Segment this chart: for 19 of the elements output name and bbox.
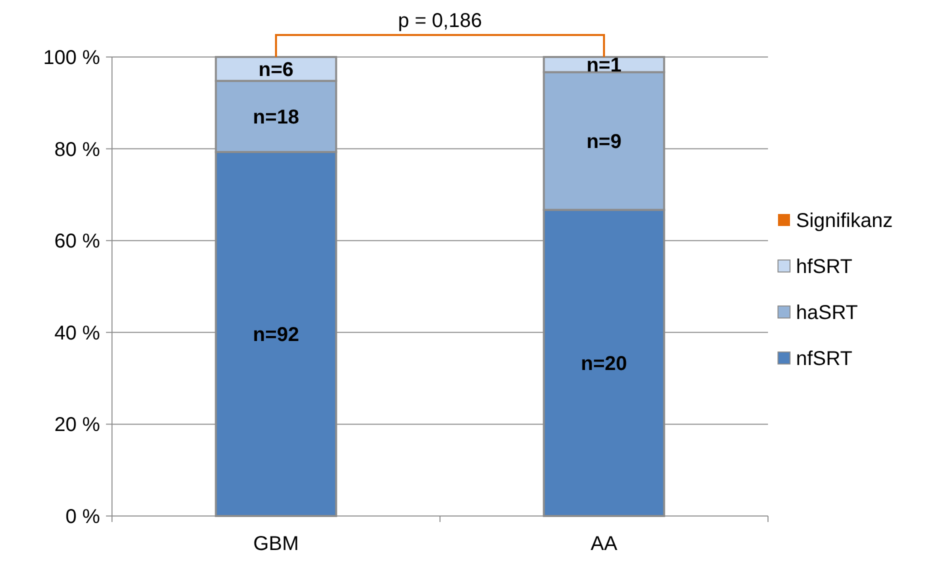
annotation: n=20 — [580, 352, 628, 375]
legend-label: Signifikanz — [796, 210, 893, 232]
y-tick-label: 60 % — [54, 230, 100, 253]
x-tick-label: AA — [590, 533, 618, 555]
legend-label: haSRT — [796, 302, 858, 324]
y-tick-label: 0 % — [66, 506, 100, 528]
y-tick-label: 20 % — [54, 414, 100, 436]
text: p = 0,186 — [398, 10, 482, 32]
annotation: n=6 — [258, 58, 294, 81]
x-tick-label: GBM — [253, 533, 299, 555]
legend-label: nfSRT — [796, 348, 852, 370]
y-tick-label: 80 % — [54, 138, 100, 161]
annotation: n=1 — [586, 54, 622, 77]
y-tick-label: 40 % — [54, 322, 100, 344]
annotation: n=18 — [252, 106, 300, 128]
annotation: n=9 — [586, 130, 622, 153]
y-tick-label: 100 % — [43, 47, 100, 69]
legend-label: hfSRT — [796, 256, 852, 278]
annotation: n=92 — [252, 324, 300, 346]
